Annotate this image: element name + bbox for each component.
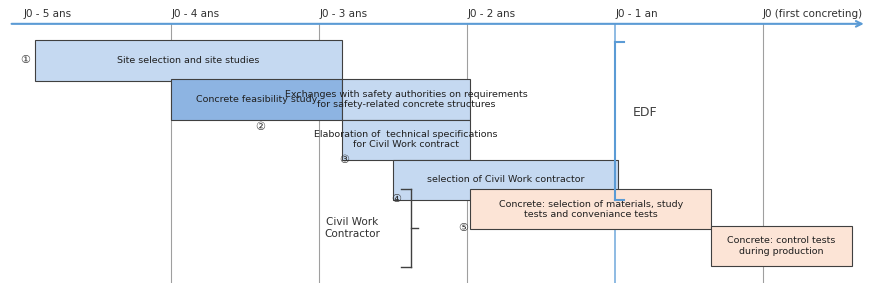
Text: ⑤: ⑤ <box>458 223 468 233</box>
Text: Civil Work
Contractor: Civil Work Contractor <box>324 218 380 239</box>
Text: Concrete feasibility study: Concrete feasibility study <box>196 95 317 104</box>
Text: Concrete: control tests
during production: Concrete: control tests during productio… <box>727 236 836 256</box>
Text: J0 (first concreting): J0 (first concreting) <box>763 9 863 19</box>
Bar <box>36 40 342 81</box>
Text: ②: ② <box>255 122 266 132</box>
Bar <box>471 189 711 229</box>
Bar <box>393 160 618 200</box>
Bar <box>171 79 342 120</box>
Text: Concrete: selection of materials, study
tests and conveniance tests: Concrete: selection of materials, study … <box>499 200 683 219</box>
Text: ④: ④ <box>392 194 401 204</box>
Text: selection of Civil Work contractor: selection of Civil Work contractor <box>427 175 584 184</box>
Text: Site selection and site studies: Site selection and site studies <box>117 56 259 65</box>
Text: Exchanges with safety authorities on requirements
for safety-related concrete st: Exchanges with safety authorities on req… <box>284 90 527 109</box>
Text: J0 - 3 ans: J0 - 3 ans <box>320 9 368 19</box>
Bar <box>711 226 852 266</box>
Bar <box>342 120 471 160</box>
Text: EDF: EDF <box>633 106 657 119</box>
Text: J0 - 4 ans: J0 - 4 ans <box>171 9 219 19</box>
Bar <box>342 79 471 120</box>
Text: ③: ③ <box>339 155 350 165</box>
Text: J0 - 5 ans: J0 - 5 ans <box>24 9 72 19</box>
Text: Elaboration of  technical specifications
for Civil Work contract: Elaboration of technical specifications … <box>314 130 497 149</box>
Text: ①: ① <box>20 55 30 66</box>
Text: J0 - 2 ans: J0 - 2 ans <box>467 9 515 19</box>
Text: J0 - 1 an: J0 - 1 an <box>615 9 658 19</box>
